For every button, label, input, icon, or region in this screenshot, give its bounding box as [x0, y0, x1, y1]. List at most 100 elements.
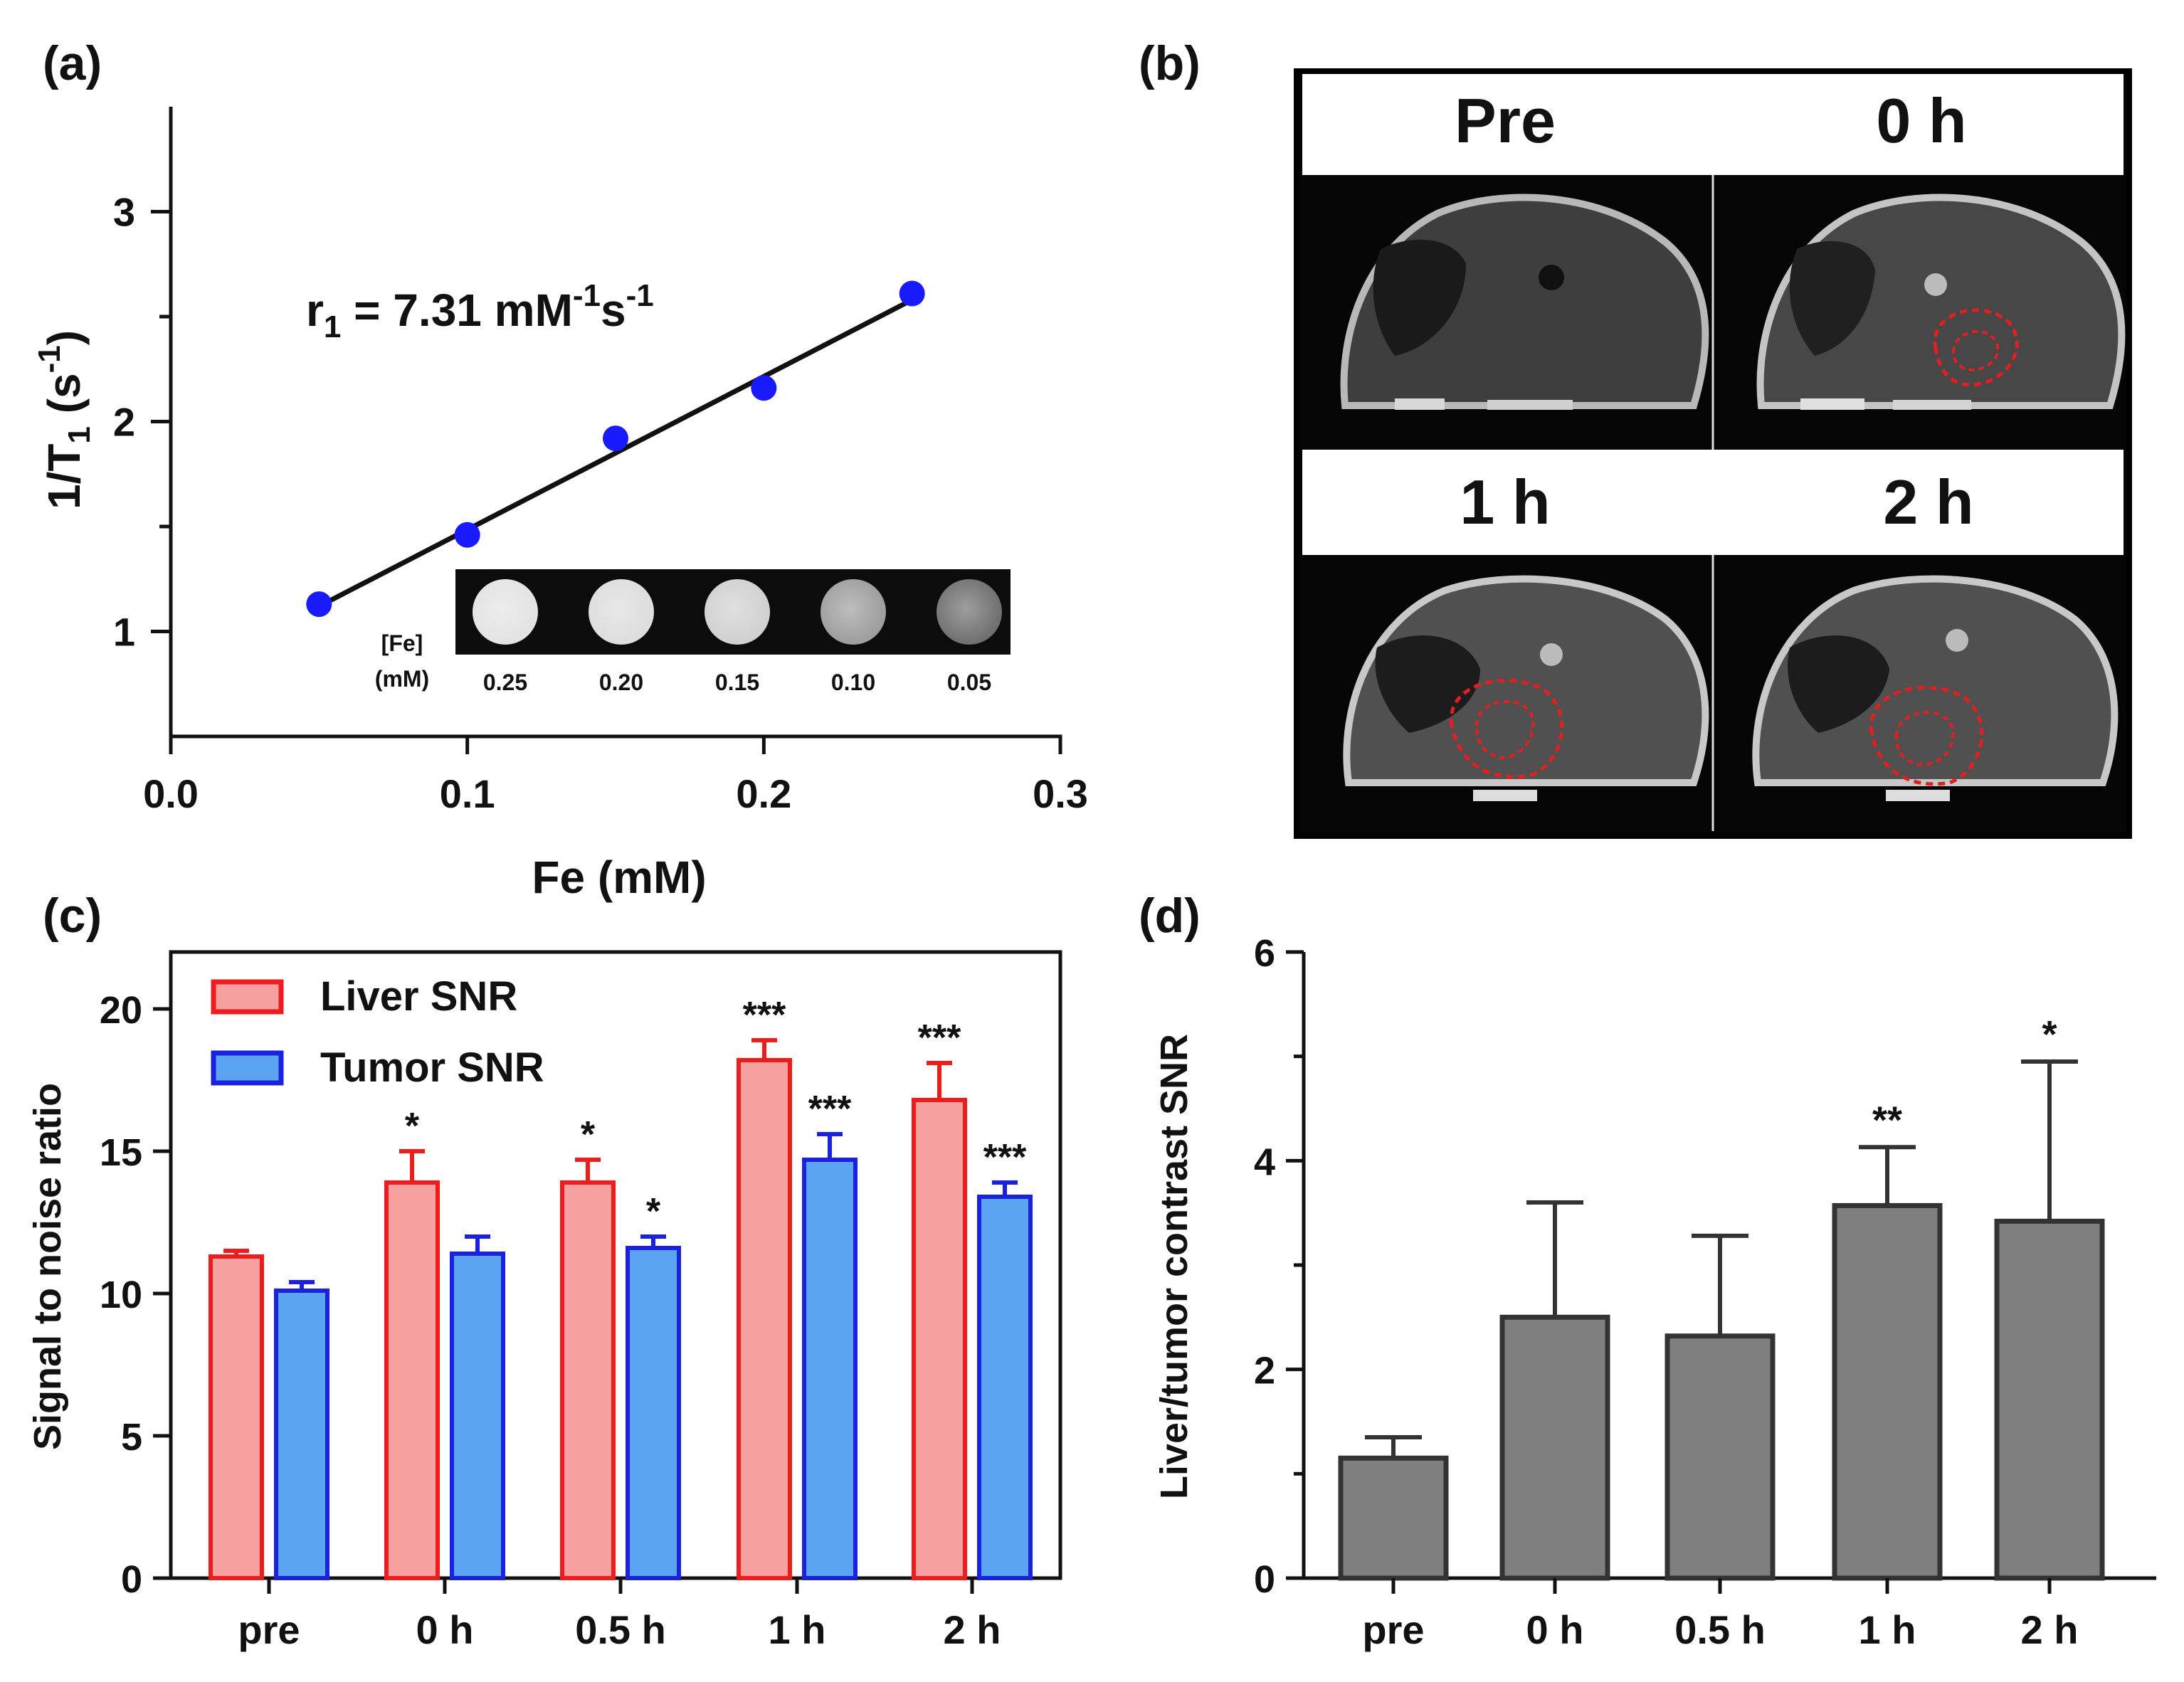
panel-a-fit-line	[317, 297, 914, 609]
c-bar-tumor	[977, 1195, 1033, 1580]
phantom-label: 0.25	[483, 670, 527, 695]
phantom-tube-highlight	[821, 579, 886, 645]
phantom-tube-highlight	[705, 579, 770, 645]
panel-b-header-bottom	[1302, 450, 2124, 555]
panel-a-points	[306, 280, 925, 618]
mri-title-2h: 2 h	[1883, 467, 1973, 537]
d-bar	[1499, 1314, 1610, 1581]
a-data-point	[603, 425, 628, 452]
c-bar-liver	[737, 1058, 792, 1580]
c-bar-tumor	[626, 1246, 681, 1580]
panel-c-ylabel: Signal to noise ratio	[26, 1083, 69, 1450]
c-ytick-label: 10	[100, 1274, 142, 1316]
c-bar-liver	[209, 1254, 264, 1580]
c-significance-label: ***	[983, 1137, 1027, 1178]
c-xtick-label: 1 h	[769, 1607, 826, 1652]
c-xtick-label: pre	[238, 1607, 300, 1652]
a-xtick-label: 0.2	[736, 771, 791, 816]
phantom-label: 0.10	[831, 670, 875, 695]
panel-a-r1-annotation: r1 = 7.31 mM-1s-1	[306, 278, 654, 344]
d-ytick-label: 6	[1254, 932, 1275, 975]
phantom-label: 0.20	[599, 670, 643, 695]
legend-label-tumor: Tumor SNR	[320, 1044, 544, 1091]
d-significance-label: *	[2042, 1013, 2057, 1056]
c-ytick-label: 0	[121, 1558, 142, 1601]
panel-a: (a) 123 0.0 0.1 0.2 0.3 Fe (mM) 1/T1 (s-1) …	[32, 36, 1088, 903]
c-ytick-label: 20	[100, 989, 142, 1032]
a-xtick-label: 0.0	[143, 771, 199, 816]
c-bar-tumor	[802, 1158, 858, 1580]
panel-a-phantoms	[473, 579, 1002, 645]
panel-a-phantom-labels: 0.25 0.20 0.15 0.10 0.05	[483, 670, 991, 695]
panel-b: (b) Pre 0 h 1 h 2 h	[1139, 36, 2132, 839]
c-significance-label: *	[405, 1106, 420, 1147]
d-significance-label: **	[1872, 1099, 1902, 1141]
legend-label-liver: Liver SNR	[320, 973, 517, 1020]
d-xtick-label: 0 h	[1526, 1607, 1584, 1652]
d-ytick-label: 0	[1254, 1558, 1275, 1601]
c-xtick-label: 2 h	[944, 1607, 1001, 1652]
panel-a-inset-label-fe: [Fe]	[381, 630, 423, 656]
a-ytick-label: 3	[113, 190, 135, 235]
panel-a-xticks: 0.0 0.1 0.2 0.3	[143, 736, 1088, 816]
d-ytick-label: 4	[1254, 1141, 1275, 1183]
panel-a-inset-label-unit: (mM)	[375, 666, 429, 692]
mri-title-0h: 0 h	[1876, 85, 1966, 156]
panel-b-label: (b)	[1139, 36, 1201, 90]
phantom-tube-highlight	[937, 579, 1002, 645]
c-significance-label: ***	[918, 1017, 961, 1059]
a-ytick-label: 2	[113, 400, 135, 445]
legend-swatch-tumor	[211, 1050, 284, 1086]
a-data-point	[454, 522, 480, 548]
panel-a-label: (a)	[43, 36, 102, 90]
d-bar	[1994, 1218, 2105, 1581]
panel-a-xlabel: Fe (mM)	[532, 852, 706, 903]
c-bar-liver	[560, 1180, 616, 1580]
phantom-tube-highlight	[589, 579, 654, 645]
d-xtick-label: 2 h	[2021, 1607, 2079, 1652]
panel-c-label: (c)	[43, 889, 102, 943]
c-bar-liver	[384, 1180, 440, 1580]
c-significance-label: *	[646, 1191, 661, 1232]
c-significance-label: ***	[808, 1089, 852, 1130]
panel-b-header-top	[1302, 74, 2124, 175]
panel-d-ylabel: Liver/tumor contrast SNR	[1153, 1034, 1196, 1499]
legend-swatch-liver	[211, 979, 284, 1015]
a-data-point	[899, 280, 925, 307]
mri-image-0h	[1756, 194, 2126, 410]
panel-c-legend: Liver SNR Tumor SNR	[211, 973, 544, 1091]
phantom-label: 0.15	[715, 670, 759, 695]
panel-a-yticks: 1 2 3	[113, 190, 171, 655]
c-significance-label: *	[581, 1114, 596, 1155]
c-bar-tumor	[274, 1289, 329, 1580]
a-data-point	[751, 375, 777, 401]
d-bar	[1338, 1455, 1449, 1581]
c-ytick-label: 5	[121, 1416, 142, 1459]
phantom-label: 0.05	[947, 670, 991, 695]
c-xtick-label: 0.5 h	[575, 1607, 666, 1652]
panel-a-ylabel: 1/T1 (s-1)	[32, 330, 97, 509]
panel-d-yticks: 0 2 4 6	[1254, 932, 1304, 1601]
panel-d-label: (d)	[1139, 889, 1201, 943]
c-bar-tumor	[450, 1252, 505, 1580]
mri-title-1h: 1 h	[1460, 467, 1550, 537]
mri-image-1h	[1343, 575, 1709, 801]
a-ytick-label: 1	[113, 610, 135, 655]
d-xtick-label: pre	[1362, 1607, 1424, 1652]
phantom-tube-highlight	[473, 579, 538, 645]
a-xtick-label: 0.1	[440, 771, 495, 816]
d-ytick-label: 2	[1254, 1350, 1275, 1392]
d-xtick-label: 0.5 h	[1674, 1607, 1766, 1652]
c-ytick-label: 15	[100, 1131, 142, 1174]
panel-d-xlabels: pre 0 h 0.5 h 1 h 2 h	[1362, 1578, 2078, 1652]
c-xtick-label: 0 h	[416, 1607, 474, 1652]
panel-c-bars: * **************	[209, 995, 1033, 1580]
mri-title-pre: Pre	[1455, 85, 1556, 156]
panel-c-xlabels: pre 0 h 0.5 h 1 h 2 h	[238, 1578, 1001, 1652]
d-xtick-label: 1 h	[1859, 1607, 1916, 1652]
panel-d-bars: ***	[1338, 1013, 2105, 1581]
c-bar-liver	[912, 1098, 967, 1580]
